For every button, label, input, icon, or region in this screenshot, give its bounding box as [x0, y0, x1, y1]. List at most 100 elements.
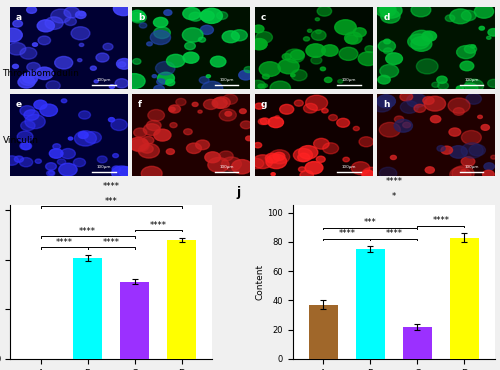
Circle shape — [282, 54, 292, 60]
Circle shape — [156, 61, 175, 75]
Circle shape — [115, 79, 128, 88]
Circle shape — [270, 81, 290, 95]
Circle shape — [311, 56, 322, 64]
Circle shape — [152, 75, 156, 78]
Circle shape — [20, 142, 30, 149]
Circle shape — [308, 29, 312, 32]
Circle shape — [35, 159, 42, 164]
Circle shape — [317, 6, 332, 16]
Circle shape — [306, 95, 328, 111]
Text: 100μm: 100μm — [464, 165, 478, 169]
Circle shape — [380, 167, 397, 179]
Circle shape — [32, 43, 38, 46]
Text: e: e — [16, 100, 22, 109]
Circle shape — [20, 73, 37, 85]
Circle shape — [144, 124, 160, 135]
Text: 100μm: 100μm — [220, 165, 234, 169]
Circle shape — [148, 110, 164, 121]
Circle shape — [80, 43, 84, 47]
Circle shape — [278, 59, 299, 74]
Circle shape — [291, 70, 307, 81]
Circle shape — [294, 148, 312, 162]
Circle shape — [186, 143, 202, 154]
Circle shape — [450, 146, 468, 158]
Circle shape — [478, 115, 482, 118]
Circle shape — [116, 58, 132, 69]
Circle shape — [64, 17, 76, 26]
Circle shape — [8, 43, 26, 55]
Circle shape — [90, 66, 96, 70]
Circle shape — [424, 96, 446, 111]
Circle shape — [334, 20, 356, 35]
Circle shape — [140, 23, 147, 28]
Circle shape — [46, 171, 55, 176]
Circle shape — [238, 70, 252, 80]
Circle shape — [132, 58, 141, 64]
Bar — [168, 240, 196, 359]
Circle shape — [491, 155, 496, 159]
Circle shape — [210, 56, 226, 67]
Circle shape — [232, 30, 248, 41]
Circle shape — [51, 9, 71, 23]
Circle shape — [320, 67, 326, 71]
Circle shape — [200, 8, 222, 23]
Circle shape — [354, 127, 360, 131]
Text: ****: **** — [150, 221, 166, 229]
Circle shape — [384, 39, 390, 44]
Circle shape — [488, 79, 499, 87]
Circle shape — [249, 158, 264, 169]
Circle shape — [260, 118, 270, 124]
Circle shape — [379, 5, 396, 16]
Circle shape — [338, 80, 343, 83]
Circle shape — [78, 111, 90, 119]
Circle shape — [448, 98, 470, 113]
Circle shape — [112, 166, 132, 180]
Circle shape — [400, 92, 412, 101]
Circle shape — [402, 122, 410, 128]
Circle shape — [46, 81, 60, 91]
Circle shape — [262, 74, 270, 79]
Text: c: c — [260, 13, 266, 22]
Circle shape — [306, 44, 326, 57]
Circle shape — [322, 143, 338, 154]
Circle shape — [450, 9, 471, 24]
Circle shape — [298, 167, 306, 172]
Circle shape — [481, 125, 490, 130]
Circle shape — [266, 153, 280, 163]
Text: g: g — [260, 100, 267, 109]
Circle shape — [484, 163, 494, 170]
Circle shape — [13, 20, 22, 27]
Circle shape — [358, 52, 378, 65]
Circle shape — [258, 84, 264, 88]
Text: Vinculin: Vinculin — [2, 136, 38, 145]
Circle shape — [46, 163, 56, 170]
Circle shape — [365, 46, 374, 53]
Circle shape — [62, 99, 67, 103]
Circle shape — [246, 136, 252, 141]
Circle shape — [78, 132, 88, 138]
Circle shape — [240, 121, 252, 129]
Text: f: f — [138, 100, 142, 109]
Circle shape — [314, 138, 329, 149]
Circle shape — [27, 63, 40, 72]
Circle shape — [170, 122, 177, 128]
Circle shape — [316, 30, 322, 34]
Circle shape — [469, 144, 486, 156]
Circle shape — [79, 12, 85, 16]
Circle shape — [386, 53, 402, 64]
Text: 100μm: 100μm — [342, 165, 356, 169]
Circle shape — [322, 45, 338, 56]
Circle shape — [24, 110, 39, 120]
Circle shape — [112, 154, 118, 158]
Circle shape — [384, 48, 392, 54]
Circle shape — [437, 145, 445, 151]
Circle shape — [225, 111, 232, 116]
Bar — [404, 327, 431, 359]
Circle shape — [362, 170, 374, 178]
Circle shape — [254, 103, 264, 109]
Circle shape — [169, 105, 180, 113]
Circle shape — [222, 157, 242, 171]
Circle shape — [204, 100, 218, 110]
Circle shape — [222, 31, 240, 43]
Circle shape — [430, 115, 441, 123]
